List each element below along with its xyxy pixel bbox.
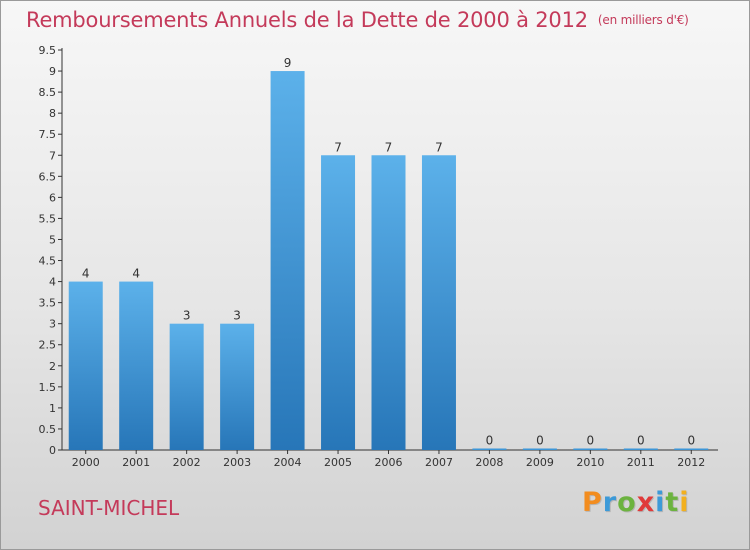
chart-title-text: Remboursements Annuels de la Dette de 20…: [26, 8, 588, 32]
x-tick-label: 2002: [173, 456, 201, 469]
bar-value-label: 9: [284, 56, 292, 70]
y-tick-label: 2: [49, 360, 56, 373]
y-tick-label: 3: [49, 318, 56, 331]
y-tick-label: 6: [49, 191, 56, 204]
logo-letter: i: [655, 487, 666, 518]
bar-value-label: 7: [385, 140, 393, 154]
x-tick-label: 2004: [274, 456, 302, 469]
bar-value-label: 0: [486, 434, 494, 448]
logo-letter: x: [636, 487, 656, 518]
bar: [573, 448, 608, 450]
x-tick-label: 2005: [324, 456, 352, 469]
bar: [68, 281, 103, 450]
bar: [220, 323, 255, 450]
bar-value-label: 3: [233, 309, 241, 323]
y-tick-label: 0.5: [39, 423, 57, 436]
commune-name: SAINT-MICHEL: [38, 496, 180, 520]
bar-value-label: 4: [132, 267, 140, 281]
logo-letter: o: [617, 487, 637, 518]
y-tick-label: 1: [49, 402, 56, 415]
bar-value-label: 0: [587, 434, 595, 448]
bar: [472, 448, 507, 450]
bar: [169, 323, 204, 450]
bar-value-label: 7: [334, 140, 342, 154]
x-tick-label: 2006: [375, 456, 403, 469]
bar: [371, 155, 406, 450]
logo-letter: i: [679, 487, 690, 518]
bar-value-label: 7: [435, 140, 443, 154]
bar: [522, 448, 557, 450]
bar-value-label: 0: [637, 434, 645, 448]
chart-bars: 4 4 3 3 9 7 7 7 0 0 0 0 0: [68, 56, 709, 450]
x-tick-label: 2008: [475, 456, 503, 469]
chart-unit: (en milliers d'€): [597, 13, 689, 27]
y-tick-label: 6.5: [39, 170, 57, 183]
bar: [321, 155, 356, 450]
y-tick-label: 2.5: [39, 339, 57, 352]
y-tick-label: 4: [49, 276, 56, 289]
y-tick-label: 0: [49, 444, 56, 457]
x-tick-label: 2010: [576, 456, 604, 469]
y-tick-label: 4.5: [39, 255, 57, 268]
bar: [674, 448, 709, 450]
bar-value-label: 3: [183, 309, 191, 323]
bar-value-label: 0: [536, 434, 544, 448]
bar: [421, 155, 456, 450]
y-tick-label: 3.5: [39, 297, 57, 310]
logo-letter: P: [582, 487, 603, 518]
y-tick-label: 7: [49, 149, 56, 162]
bar: [119, 281, 154, 450]
logo-letter: r: [602, 487, 618, 518]
bar-value-label: 4: [82, 267, 90, 281]
proxiti-logo: Proxiti: [582, 487, 690, 518]
chart-title: Remboursements Annuels de la Dette de 20…: [26, 8, 689, 32]
bar: [623, 448, 658, 450]
x-tick-label: 2003: [223, 456, 251, 469]
y-tick-label: 7.5: [39, 128, 57, 141]
y-tick-label: 9.5: [39, 44, 57, 57]
x-tick-label: 2007: [425, 456, 453, 469]
y-tick-label: 5: [49, 233, 56, 246]
x-tick-label: 2011: [627, 456, 655, 469]
y-tick-label: 8.5: [39, 86, 57, 99]
x-tick-label: 2001: [122, 456, 150, 469]
bar-value-label: 0: [687, 434, 695, 448]
x-tick-label: 2009: [526, 456, 554, 469]
x-tick-label: 2012: [677, 456, 705, 469]
logo-letter: t: [665, 487, 680, 518]
y-tick-label: 9: [49, 65, 56, 78]
y-tick-label: 1.5: [39, 381, 57, 394]
y-tick-label: 8: [49, 107, 56, 120]
y-tick-label: 5.5: [39, 212, 57, 225]
x-tick-label: 2000: [72, 456, 100, 469]
bar: [270, 71, 305, 450]
